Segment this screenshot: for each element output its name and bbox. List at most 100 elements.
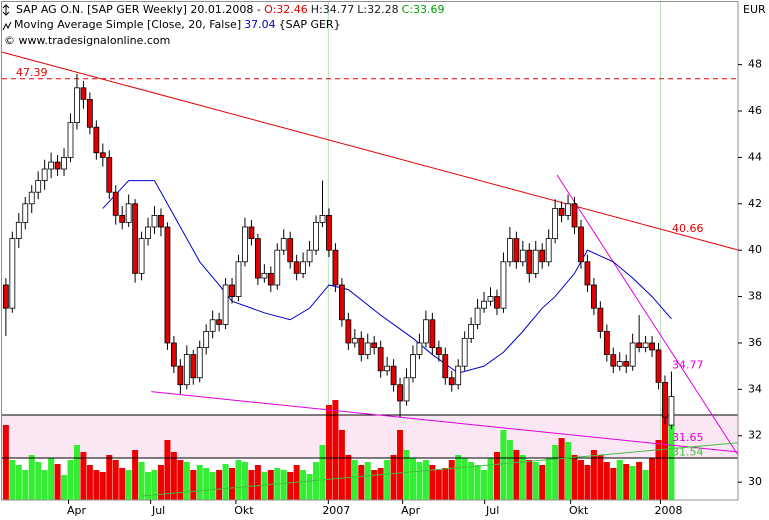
quote-close: C:33.69 bbox=[402, 3, 445, 16]
candle-body bbox=[151, 214, 158, 228]
volume-bar bbox=[222, 464, 229, 500]
candle-body bbox=[158, 214, 164, 228]
volume-bar bbox=[300, 470, 307, 500]
y-tick-label: 46 bbox=[748, 104, 762, 117]
volume-bar bbox=[506, 440, 513, 500]
candle-body bbox=[422, 319, 429, 344]
x-tick-label: Apr bbox=[67, 504, 87, 517]
volume-bar bbox=[35, 462, 42, 500]
volume-bar bbox=[203, 468, 210, 500]
volume-bar bbox=[448, 460, 455, 500]
candle-body bbox=[261, 272, 268, 279]
candle-body bbox=[67, 122, 74, 158]
candle-body bbox=[435, 347, 442, 355]
candle-body bbox=[93, 126, 100, 154]
candle-body bbox=[403, 377, 410, 402]
trendline bbox=[1, 51, 739, 251]
candle-body bbox=[203, 330, 210, 349]
candle-body bbox=[642, 342, 649, 349]
y-tick-label: 48 bbox=[748, 58, 762, 71]
candle-body bbox=[623, 361, 630, 367]
candle-body bbox=[177, 365, 184, 386]
candle-body bbox=[54, 161, 61, 170]
y-tick-label: 30 bbox=[748, 475, 762, 488]
volume-bar bbox=[532, 462, 539, 500]
volume-bar bbox=[409, 458, 416, 500]
volume-bar bbox=[132, 450, 139, 500]
volume-band bbox=[2, 415, 738, 458]
volume-bar bbox=[319, 445, 326, 500]
volume-bar bbox=[61, 475, 68, 500]
volume-bar bbox=[332, 400, 339, 500]
volume-bar bbox=[571, 455, 578, 500]
candle-body bbox=[338, 284, 345, 321]
title: SAP AG O.N. [SAP GER Weekly] 20.01.2008 … bbox=[16, 3, 261, 16]
candle-body bbox=[597, 307, 604, 332]
candle-body bbox=[15, 221, 22, 239]
volume-bar bbox=[590, 450, 597, 500]
indicator-source: {SAP GER} bbox=[279, 18, 341, 31]
candle-body bbox=[306, 249, 313, 263]
candle-body bbox=[481, 300, 487, 309]
y-tick-label: 32 bbox=[748, 429, 762, 442]
candle-body bbox=[494, 296, 500, 309]
x-tick-label: Jul bbox=[485, 504, 499, 517]
volume-bar bbox=[145, 472, 152, 500]
volume-bar bbox=[597, 455, 604, 500]
candle-body bbox=[474, 307, 481, 325]
volume-bar bbox=[248, 470, 255, 500]
candle-body bbox=[578, 226, 584, 263]
volume-bar bbox=[183, 462, 190, 500]
candle-body bbox=[86, 99, 93, 128]
volume-bar bbox=[267, 470, 274, 500]
volume-bar bbox=[364, 462, 371, 500]
trendline bbox=[556, 174, 739, 456]
volume-bar bbox=[164, 440, 171, 500]
candle-body bbox=[132, 203, 139, 274]
volume-bar bbox=[642, 470, 649, 500]
candle-body bbox=[74, 87, 80, 124]
volume-bar bbox=[577, 460, 584, 500]
candle-body bbox=[235, 261, 242, 297]
volume-bar bbox=[229, 468, 236, 500]
line-label: 34.77 bbox=[672, 358, 704, 371]
volume-bar bbox=[80, 452, 87, 500]
candle-body bbox=[22, 203, 29, 223]
candle-body bbox=[99, 152, 106, 158]
volume-bar bbox=[390, 455, 397, 500]
volume-bar bbox=[584, 465, 591, 500]
candle-body bbox=[138, 238, 145, 274]
volume-bar bbox=[519, 455, 526, 500]
candle-body bbox=[377, 347, 384, 372]
candle-body bbox=[416, 342, 423, 355]
candle-body bbox=[565, 203, 571, 216]
volume-bar bbox=[86, 465, 93, 500]
volume-bar bbox=[545, 458, 552, 500]
volume-bar bbox=[552, 445, 559, 500]
volume-bar bbox=[461, 458, 468, 500]
candle-body bbox=[448, 377, 455, 386]
candle-body bbox=[539, 249, 546, 263]
line-label: 31.54 bbox=[672, 445, 704, 458]
candle-body bbox=[106, 157, 113, 193]
y-tick-label: 36 bbox=[748, 336, 762, 349]
volume-bar bbox=[235, 460, 242, 500]
volume-bar bbox=[9, 460, 16, 500]
indicator-name: Moving Average Simple [Close, 20, False] bbox=[14, 18, 241, 31]
volume-bar bbox=[280, 470, 287, 500]
candle-body bbox=[119, 214, 126, 223]
volume-bar bbox=[487, 458, 494, 500]
line-label: 47.39 bbox=[16, 66, 48, 79]
volume-bar bbox=[416, 462, 423, 500]
volume-bar bbox=[254, 465, 261, 500]
candle-body bbox=[603, 330, 610, 355]
volume-bar bbox=[93, 470, 100, 500]
candle-body bbox=[616, 361, 623, 367]
volume-bar bbox=[455, 455, 462, 500]
copyright: © www.tradesignalonline.com bbox=[4, 34, 170, 47]
volume-bar bbox=[287, 472, 294, 500]
y-tick-label: 44 bbox=[748, 150, 762, 163]
volume-bar bbox=[209, 472, 216, 500]
volume-bar bbox=[371, 470, 378, 500]
